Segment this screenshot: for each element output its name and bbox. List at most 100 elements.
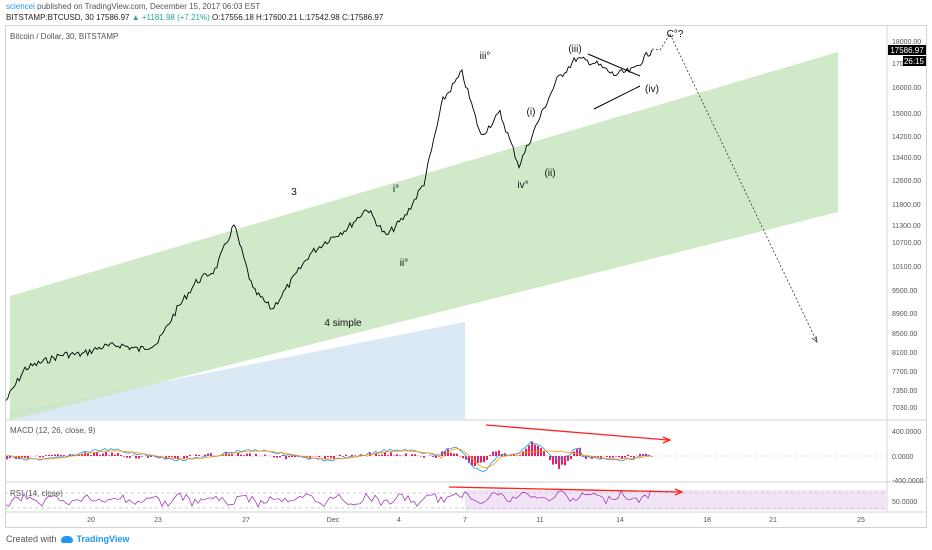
projected-c-wave-up — [651, 33, 671, 51]
macd-histogram-bar — [351, 454, 353, 456]
macd-histogram-bar — [147, 456, 149, 458]
macd-histogram-bar — [183, 456, 185, 459]
macd-histogram-bar — [432, 456, 434, 457]
macd-histogram-bar — [465, 456, 467, 460]
macd-histogram-bar — [174, 456, 176, 459]
macd-histogram-bar — [279, 456, 281, 458]
tradingview-logo-icon — [60, 535, 73, 543]
macd-histogram-bar — [498, 450, 500, 456]
macd-histogram-bar — [621, 456, 623, 459]
macd-histogram-bar — [462, 456, 464, 459]
time-tick-label: 20 — [87, 517, 95, 524]
macd-histogram-bar — [423, 456, 425, 458]
macd-histogram-bar — [450, 452, 452, 456]
macd-histogram-bar — [57, 454, 59, 456]
price-tick-label: 11300.00 — [892, 223, 921, 230]
macd-histogram-bar — [276, 456, 278, 458]
price-tick-label: 8900.00 — [892, 311, 917, 318]
macd-signal-line — [5, 448, 652, 469]
macd-histogram-bar — [519, 455, 521, 456]
macd-histogram-bar — [549, 456, 551, 460]
ohlc-line: BITSTAMP:BTCUSD, 30 17586.97 ▲ +1181.98 … — [6, 13, 383, 22]
macd-histogram-bar — [609, 456, 611, 458]
macd-histogram-bar — [564, 456, 566, 466]
wave-label: ii° — [400, 258, 408, 269]
pane-title: Bitcoin / Dollar, 30, BITSTAMP — [10, 32, 118, 41]
macd-histogram-bar — [324, 456, 326, 460]
macd-histogram-bar — [24, 456, 26, 459]
wave-label: (iii) — [568, 44, 581, 55]
macd-histogram-bar — [108, 455, 110, 456]
macd-histogram-bar — [189, 454, 191, 456]
macd-histogram-bar — [513, 454, 515, 456]
price-tick-label: 9500.00 — [892, 288, 917, 295]
price-tick-label: 18000.00 — [892, 39, 921, 46]
macd-histogram-bar — [138, 456, 140, 459]
publish-line: sciencei published on TradingView.com, D… — [6, 2, 260, 11]
macd-histogram — [6, 441, 653, 469]
triangle-upper-line — [587, 53, 641, 77]
macd-histogram-bar — [387, 455, 389, 456]
macd-histogram-bar — [81, 453, 83, 456]
macd-histogram-bar — [273, 456, 275, 458]
macd-histogram-bar — [327, 456, 329, 458]
macd-histogram-bar — [285, 456, 287, 460]
macd-histogram-bar — [105, 452, 107, 456]
macd-histogram-bar — [249, 453, 251, 456]
macd-histogram-bar — [579, 447, 581, 456]
macd-histogram-bar — [348, 456, 350, 457]
macd-histogram-bar — [399, 455, 401, 456]
wave-labels: 3 4 simple i° ii° iii° iv° (i) (ii) (iii) (iv) C°? — [291, 29, 684, 329]
macd-histogram-bar — [558, 456, 560, 469]
price-change: ▲ +1181.98 (+7.21%) — [131, 13, 210, 22]
macd-histogram-bar — [591, 456, 593, 459]
footer-brand[interactable]: TradingView — [76, 534, 130, 544]
macd-histogram-bar — [618, 456, 620, 458]
macd-histogram-bar — [243, 455, 245, 456]
macd-histogram-bar — [156, 456, 158, 458]
macd-histogram-bar — [474, 456, 476, 467]
macd-histogram-bar — [615, 456, 617, 457]
countdown-tag — [903, 56, 926, 66]
wave-label: iv° — [517, 180, 528, 191]
macd-histogram-bar — [570, 456, 572, 460]
macd-histogram-bar — [90, 455, 92, 456]
rsi-axis: 50.0000 — [892, 499, 917, 506]
rsi-divergence-arrowhead — [674, 488, 684, 496]
macd-histogram-bar — [291, 456, 293, 458]
macd-histogram-bar — [159, 456, 161, 459]
macd-histogram-bar — [381, 454, 383, 456]
macd-histogram-bar — [342, 456, 344, 457]
macd-tick-label: -400.0000 — [892, 478, 924, 485]
macd-histogram-bar — [63, 455, 65, 456]
macd-histogram-bar — [48, 454, 50, 456]
symbol-label: BITSTAMP:BTCUSD, 30 — [6, 13, 94, 22]
rsi-line — [5, 489, 652, 508]
price-tick-label: 7030.00 — [892, 405, 917, 412]
macd-histogram-bar — [87, 453, 89, 456]
macd-histogram-bar — [171, 456, 173, 457]
macd-histogram-bar — [483, 456, 485, 463]
macd-histogram-bar — [195, 454, 197, 456]
macd-histogram-bar — [288, 456, 290, 458]
macd-histogram-bar — [561, 456, 563, 465]
macd-histogram-bar — [597, 456, 599, 458]
macd-histogram-bar — [642, 454, 644, 456]
author-link[interactable]: sciencei — [6, 2, 35, 11]
wave-label: (ii) — [544, 168, 555, 179]
macd-histogram-bar — [384, 452, 386, 456]
macd-histogram-bar — [186, 456, 188, 458]
macd-tick-label: 0.0000 — [892, 454, 914, 461]
macd-histogram-bar — [552, 456, 554, 465]
macd-tick-label: 400.0000 — [892, 429, 921, 436]
macd-histogram-bar — [555, 456, 557, 464]
footer-created: Created with — [6, 534, 57, 544]
macd-histogram-bar — [54, 454, 56, 456]
macd-histogram-bar — [567, 456, 569, 461]
macd-histogram-bar — [39, 456, 41, 458]
macd-histogram-bar — [639, 453, 641, 456]
macd-histogram-bar — [318, 456, 320, 458]
macd-histogram-bar — [129, 456, 131, 458]
macd-histogram-bar — [429, 455, 431, 456]
